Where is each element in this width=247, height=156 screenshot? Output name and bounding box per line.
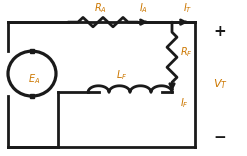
Text: $I_T$: $I_T$ — [183, 1, 193, 15]
Text: $R_A$: $R_A$ — [94, 1, 106, 15]
Text: $I_A$: $I_A$ — [140, 1, 148, 15]
Text: $V_T$: $V_T$ — [213, 78, 227, 91]
Bar — [30, 49, 34, 53]
Text: $R_F$: $R_F$ — [180, 46, 192, 59]
Text: +: + — [214, 24, 226, 39]
Bar — [30, 94, 34, 98]
Text: $E_A$: $E_A$ — [28, 72, 40, 86]
Text: $L_F$: $L_F$ — [116, 68, 128, 82]
Text: −: − — [214, 130, 226, 145]
Text: $I_F$: $I_F$ — [180, 96, 188, 110]
